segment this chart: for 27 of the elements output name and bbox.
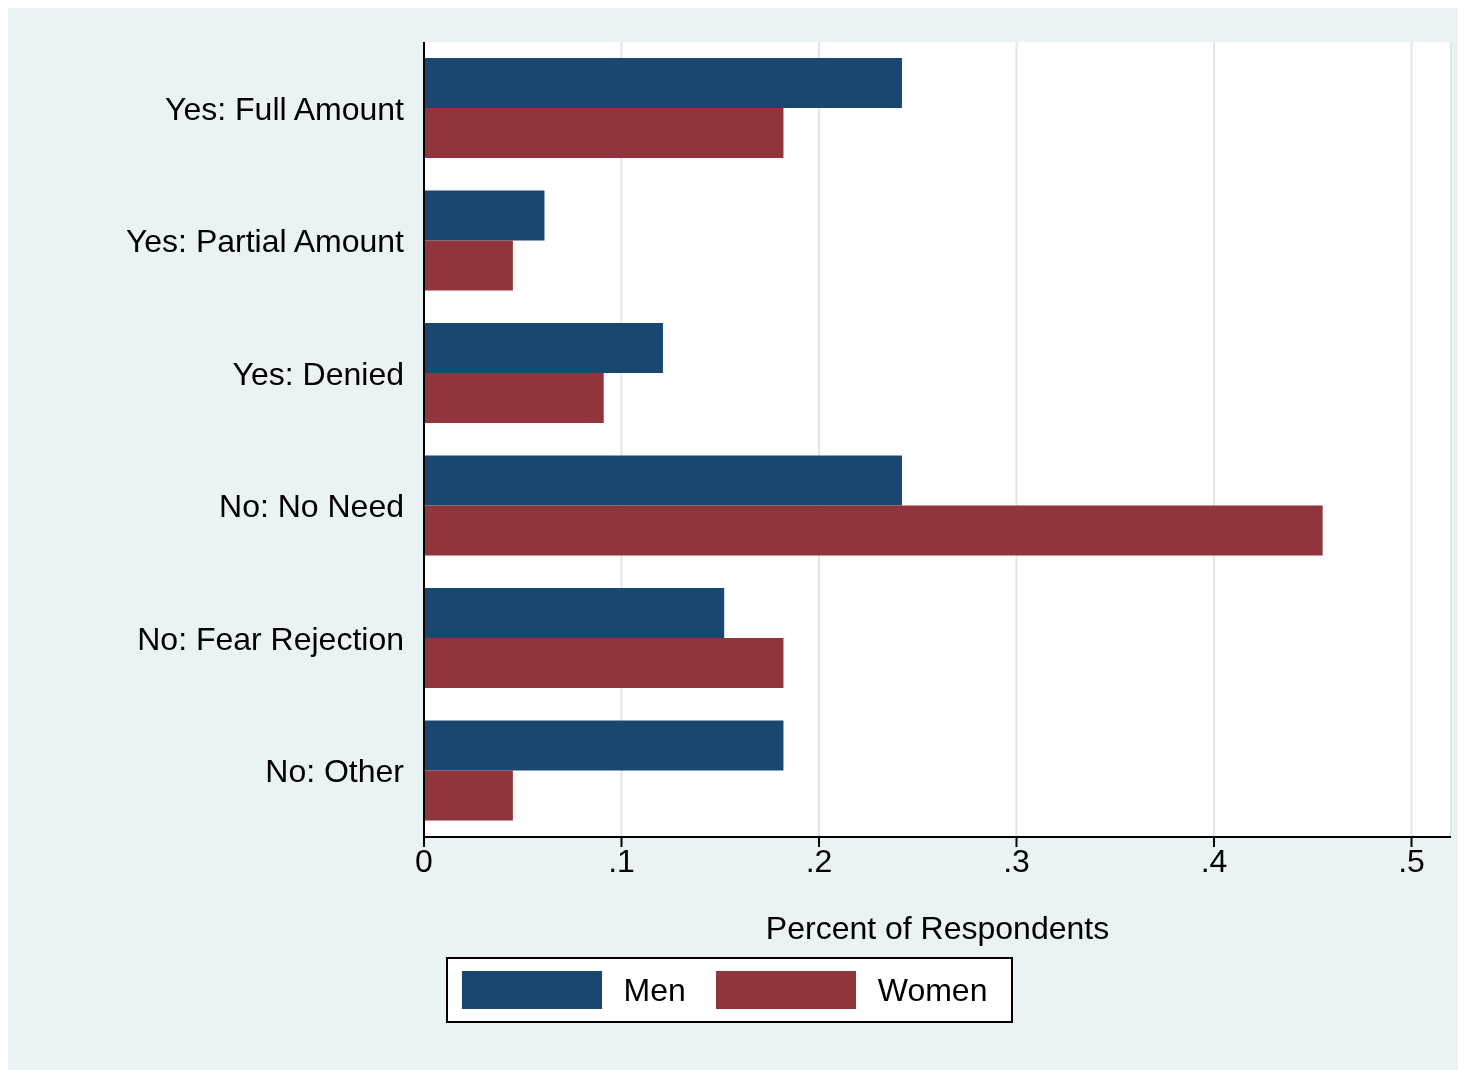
legend-label: Men [623,971,686,1009]
bar [424,190,545,241]
x-tick-label: .4 [1200,842,1228,879]
bar [424,770,513,821]
x-tick-label: .2 [805,842,833,879]
x-tick-label: .1 [608,842,635,879]
x-tick-label: 0 [415,842,433,879]
bar [424,240,513,291]
y-tick-label: No: Fear Rejection [137,620,404,657]
bar [424,505,1323,556]
bar [424,107,784,158]
bar [424,587,725,638]
y-tick-label: Yes: Denied [232,355,404,392]
bar [424,372,604,423]
y-tick-label: Yes: Full Amount [165,90,405,127]
x-tick-label: .3 [1003,842,1030,879]
bar [424,720,784,771]
bar [424,637,784,688]
y-tick-label: No: Other [265,753,405,790]
legend-label: Women [877,971,988,1009]
x-axis-title: Percent of Respondents [765,910,1110,946]
bar [424,455,902,506]
y-tick-label: Yes: Partial Amount [125,223,405,260]
bar [424,322,663,373]
bar [424,57,902,108]
y-tick-label: No: No Need [219,488,404,525]
x-tick-label: .5 [1398,842,1425,879]
